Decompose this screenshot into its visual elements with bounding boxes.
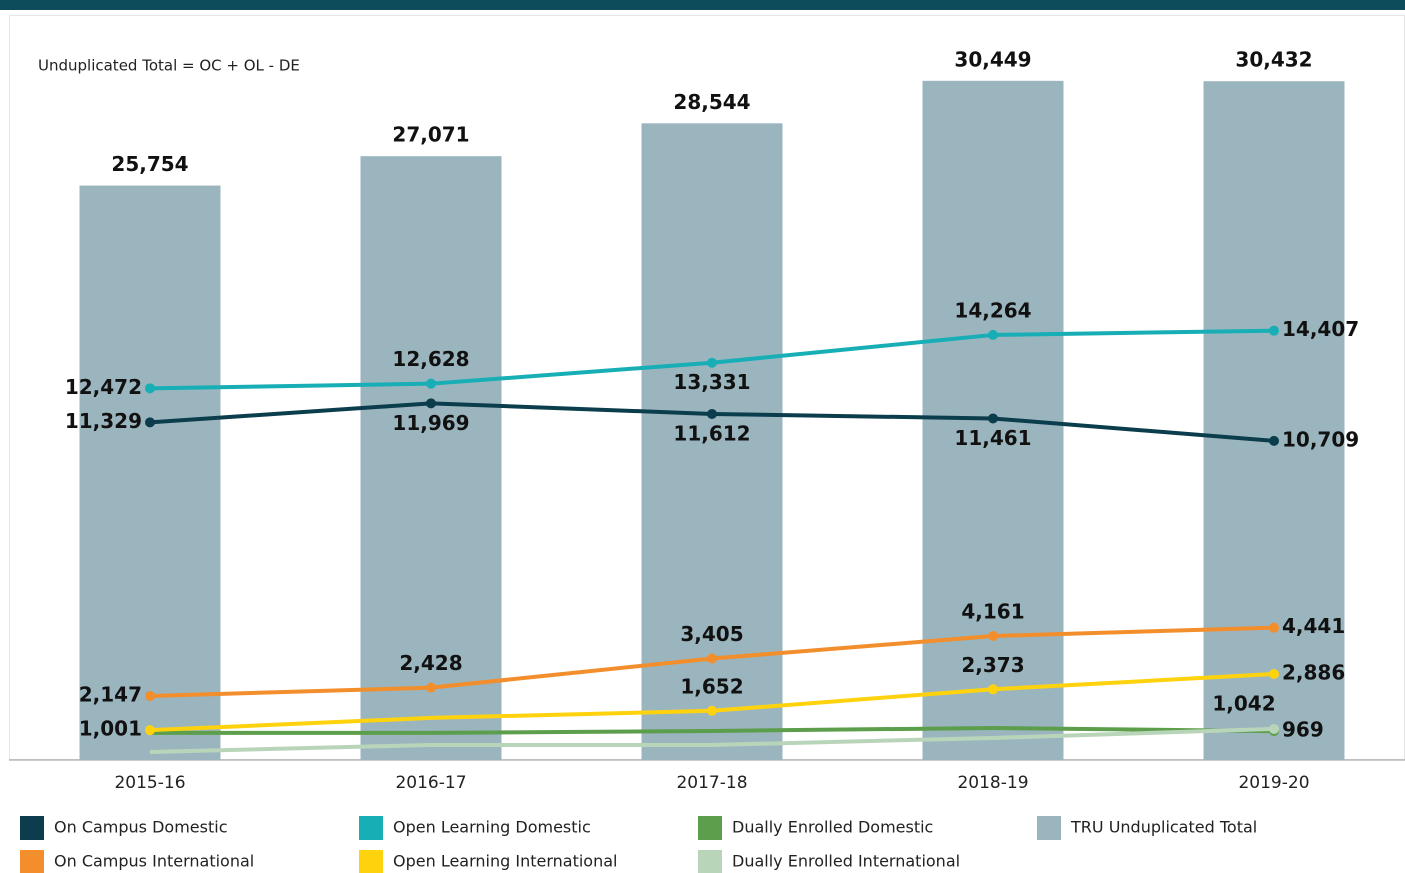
legend: On Campus Domestic Open Learning Domestic… [20, 816, 1257, 873]
x-tick-label: 2016-17 [395, 773, 466, 793]
data-label: 28,544 [673, 90, 750, 114]
data-label: 969 [1282, 718, 1324, 742]
x-tick-label: 2017-18 [676, 773, 747, 793]
annotation: Unduplicated Total = OC + OL - DE [38, 57, 300, 75]
data-label: 1,652 [680, 674, 743, 698]
point [145, 383, 155, 394]
legend-label: On Campus International [54, 852, 254, 871]
data-label: 2,373 [961, 653, 1024, 677]
point [707, 653, 717, 664]
data-label: 11,461 [954, 426, 1031, 450]
labels: 11,329 11,969 11,612 11,461 10,709 12,472 12,6… [65, 47, 1359, 741]
data-label: 4,161 [961, 600, 1024, 624]
legend-label: On Campus Domestic [54, 818, 228, 837]
data-label: 4,441 [1282, 614, 1345, 638]
data-label: 1,042 [1212, 691, 1275, 715]
data-label: 12,472 [65, 375, 142, 399]
legend-label: Dually Enrolled Domestic [732, 818, 933, 837]
bar [79, 185, 221, 761]
legend-swatch [1037, 816, 1061, 840]
point [707, 357, 717, 368]
legend-swatch [359, 816, 383, 840]
data-label: 30,449 [954, 47, 1031, 71]
top-banner [0, 0, 1405, 10]
point [426, 682, 436, 693]
point [988, 329, 998, 340]
line [150, 725, 1275, 735]
data-label: 2,147 [79, 683, 142, 707]
point [1269, 435, 1279, 446]
point [707, 705, 717, 716]
data-label: 2,428 [399, 651, 462, 675]
point [1269, 325, 1279, 336]
data-label: 11,969 [392, 411, 469, 435]
point [707, 408, 717, 419]
legend-swatch [359, 850, 383, 873]
data-label: 1,001 [79, 717, 142, 741]
data-label: 14,407 [1282, 317, 1359, 341]
legend-label: TRU Unduplicated Total [1070, 818, 1257, 837]
x-tick-label: 2015-16 [114, 773, 185, 793]
point [988, 684, 998, 695]
point [988, 631, 998, 642]
data-label: 25,754 [111, 152, 188, 176]
legend-label: Dually Enrolled International [732, 852, 960, 871]
point [1269, 668, 1279, 679]
legend-label: Open Learning International [393, 852, 617, 871]
point [145, 725, 155, 736]
legend-swatch [698, 816, 722, 840]
lines [145, 325, 1279, 754]
legend-label: Open Learning Domestic [393, 818, 591, 837]
point [426, 378, 436, 389]
point [988, 413, 998, 424]
x-tick-label: 2018-19 [957, 773, 1028, 793]
data-label: 14,264 [954, 298, 1031, 322]
legend-swatch [20, 816, 44, 840]
data-label: 11,612 [673, 421, 750, 445]
data-label: 11,329 [65, 409, 142, 433]
data-label: 10,709 [1282, 427, 1359, 451]
point [1269, 622, 1279, 633]
point [426, 398, 436, 409]
data-label: 27,071 [392, 123, 469, 147]
data-label: 12,628 [392, 347, 469, 371]
point [145, 417, 155, 428]
line [149, 726, 1275, 754]
legend-swatch [698, 850, 722, 873]
point [1269, 723, 1279, 734]
data-label: 13,331 [673, 370, 750, 394]
bar [360, 156, 502, 761]
data-label: 2,886 [1282, 660, 1345, 684]
bar [1203, 81, 1345, 760]
data-label: 30,432 [1235, 48, 1312, 72]
x-tick-label: 2019-20 [1238, 773, 1309, 793]
data-label: 3,405 [680, 622, 743, 646]
legend-swatch [20, 850, 44, 873]
point [145, 691, 155, 702]
